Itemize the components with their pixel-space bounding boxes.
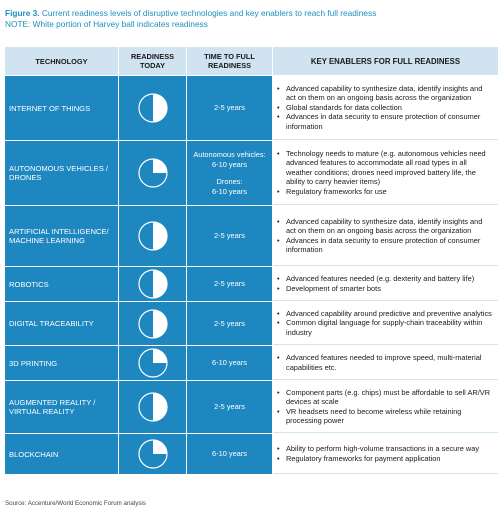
harvey-ball-icon — [137, 158, 168, 188]
harvey-ball-icon — [137, 269, 168, 299]
enabler-item: Advances in data security to ensure prot… — [277, 112, 494, 131]
enabler-list: Technology needs to mature (e.g. autonom… — [275, 149, 494, 196]
header-readiness: READINESS TODAY — [119, 47, 186, 75]
technology-name: DIGITAL TRACEABILITY — [5, 302, 118, 345]
readiness-table: TECHNOLOGY READINESS TODAY TIME TO FULL RE… — [4, 46, 499, 475]
enabler-item: Component parts (e.g. chips) must be aff… — [277, 388, 494, 407]
table-row: ARTIFICIAL INTELLIGENCE/ MACHINE LEARNIN… — [5, 206, 498, 266]
readiness-cell — [119, 76, 186, 140]
header-enablers: KEY ENABLERS FOR FULL READINESS — [273, 47, 498, 75]
table-row: 3D PRINTING 6-10 years Advanced features n… — [5, 346, 498, 380]
readiness-cell — [119, 206, 186, 266]
technology-name: BLOCKCHAIN — [5, 434, 118, 474]
enabler-item: Global standards for data collection — [277, 103, 494, 113]
time-line: 2-5 years — [214, 402, 245, 412]
figure-title: Current readiness levels of disruptive t… — [41, 8, 377, 18]
enabler-item: Ability to perform high-volume transacti… — [277, 444, 494, 454]
time-line — [189, 169, 270, 177]
enabler-list: Advanced features needed (e.g. dexterity… — [275, 274, 494, 293]
time-line: 2-5 years — [214, 103, 245, 113]
enabler-item: Regulatory frameworks for use — [277, 187, 494, 197]
time-to-readiness: 2-5 years — [187, 302, 272, 345]
time-to-readiness: 2-5 years — [187, 267, 272, 301]
technology-name: ARTIFICIAL INTELLIGENCE/ MACHINE LEARNIN… — [5, 206, 118, 266]
enabler-list: Advanced features needed to improve spee… — [275, 353, 494, 372]
enabler-list: Advanced capability to synthesize data, … — [275, 217, 494, 255]
figure-note: NOTE: White portion of Harvey ball indic… — [5, 19, 208, 29]
enabler-item: Advanced capability to synthesize data, … — [277, 217, 494, 236]
time-line: Drones: — [216, 177, 243, 186]
readiness-cell — [119, 267, 186, 301]
enabler-item: Common digital language for supply-chain… — [277, 318, 494, 337]
enabler-item: Advanced capability to synthesize data, … — [277, 84, 494, 103]
readiness-cell — [119, 302, 186, 345]
key-enablers: Ability to perform high-volume transacti… — [273, 434, 498, 474]
table-row: ROBOTICS 2-5 years Advanced features neede… — [5, 267, 498, 301]
harvey-ball-icon — [137, 221, 168, 251]
enabler-list: Advanced capability to synthesize data, … — [275, 84, 494, 131]
harvey-ball-icon — [137, 93, 168, 123]
header-row: TECHNOLOGY READINESS TODAY TIME TO FULL RE… — [5, 47, 498, 75]
enabler-item: VR headsets need to become wireless whil… — [277, 407, 494, 426]
readiness-cell — [119, 141, 186, 205]
table-row: AUTONOMOUS VEHICLES / DRONES Autonomous v… — [5, 141, 498, 205]
key-enablers: Technology needs to mature (e.g. autonom… — [273, 141, 498, 205]
enabler-item: Advances in data security to ensure prot… — [277, 236, 494, 255]
time-line: 6-10 years — [212, 449, 247, 459]
time-to-readiness: 2-5 years — [187, 206, 272, 266]
table-row: AUGMENTED REALITY / VIRTUAL REALITY 2-5 y… — [5, 381, 498, 433]
readiness-cell — [119, 434, 186, 474]
time-line: 6-10 years — [212, 159, 247, 169]
key-enablers: Advanced capability around predictive an… — [273, 302, 498, 345]
enabler-list: Component parts (e.g. chips) must be aff… — [275, 388, 494, 426]
technology-name: INTERNET OF THINGS — [5, 76, 118, 140]
key-enablers: Advanced capability to synthesize data, … — [273, 76, 498, 140]
enabler-item: Regulatory frameworks for payment applic… — [277, 454, 494, 464]
enabler-item: Advanced capability around predictive an… — [277, 309, 494, 319]
header-technology: TECHNOLOGY — [5, 47, 118, 75]
enabler-list: Advanced capability around predictive an… — [275, 309, 494, 337]
key-enablers: Advanced features needed (e.g. dexterity… — [273, 267, 498, 301]
table-row: DIGITAL TRACEABILITY 2-5 years Advanced ca… — [5, 302, 498, 345]
time-to-readiness: Autonomous vehicles: 6-10 years Drones: 6-1… — [187, 141, 272, 205]
time-to-readiness: 6-10 years — [187, 346, 272, 380]
readiness-cell — [119, 381, 186, 433]
technology-name: ROBOTICS — [5, 267, 118, 301]
enabler-list: Ability to perform high-volume transacti… — [275, 444, 494, 463]
figure-label: Figure 3. — [5, 8, 40, 18]
table-row: INTERNET OF THINGS 2-5 years Advanced capa… — [5, 76, 498, 140]
header-time: TIME TO FULL READINESS — [187, 47, 272, 75]
table-row: BLOCKCHAIN 6-10 years Ability to perform h… — [5, 434, 498, 474]
time-to-readiness: 2-5 years — [187, 381, 272, 433]
technology-name: AUTONOMOUS VEHICLES / DRONES — [5, 141, 118, 205]
technology-name: 3D PRINTING — [5, 346, 118, 380]
time-line: 2-5 years — [214, 318, 245, 328]
enabler-item: Technology needs to mature (e.g. autonom… — [277, 149, 494, 187]
harvey-ball-icon — [137, 348, 168, 378]
technology-name: AUGMENTED REALITY / VIRTUAL REALITY — [5, 381, 118, 433]
harvey-ball-icon — [137, 392, 168, 422]
enabler-item: Advanced features needed (e.g. dexterity… — [277, 274, 494, 284]
enabler-item: Development of smarter bots — [277, 284, 494, 294]
time-to-readiness: 6-10 years — [187, 434, 272, 474]
time-line: 2-5 years — [214, 231, 245, 241]
time-line: 6-10 years — [212, 358, 247, 368]
readiness-cell — [119, 346, 186, 380]
enabler-item: Advanced features needed to improve spee… — [277, 353, 494, 372]
time-to-readiness: 2-5 years — [187, 76, 272, 140]
key-enablers: Component parts (e.g. chips) must be aff… — [273, 381, 498, 433]
harvey-ball-icon — [137, 439, 168, 469]
time-line: 2-5 years — [214, 279, 245, 289]
harvey-ball-icon — [137, 308, 168, 339]
figure-caption: Figure 3. Current readiness levels of di… — [5, 8, 499, 30]
key-enablers: Advanced features needed to improve spee… — [273, 346, 498, 380]
time-line: 6-10 years — [212, 186, 247, 196]
key-enablers: Advanced capability to synthesize data, … — [273, 206, 498, 266]
source-note: Source: Accenture/World Economic Forum a… — [5, 500, 146, 507]
time-line: Autonomous vehicles: — [193, 150, 266, 159]
